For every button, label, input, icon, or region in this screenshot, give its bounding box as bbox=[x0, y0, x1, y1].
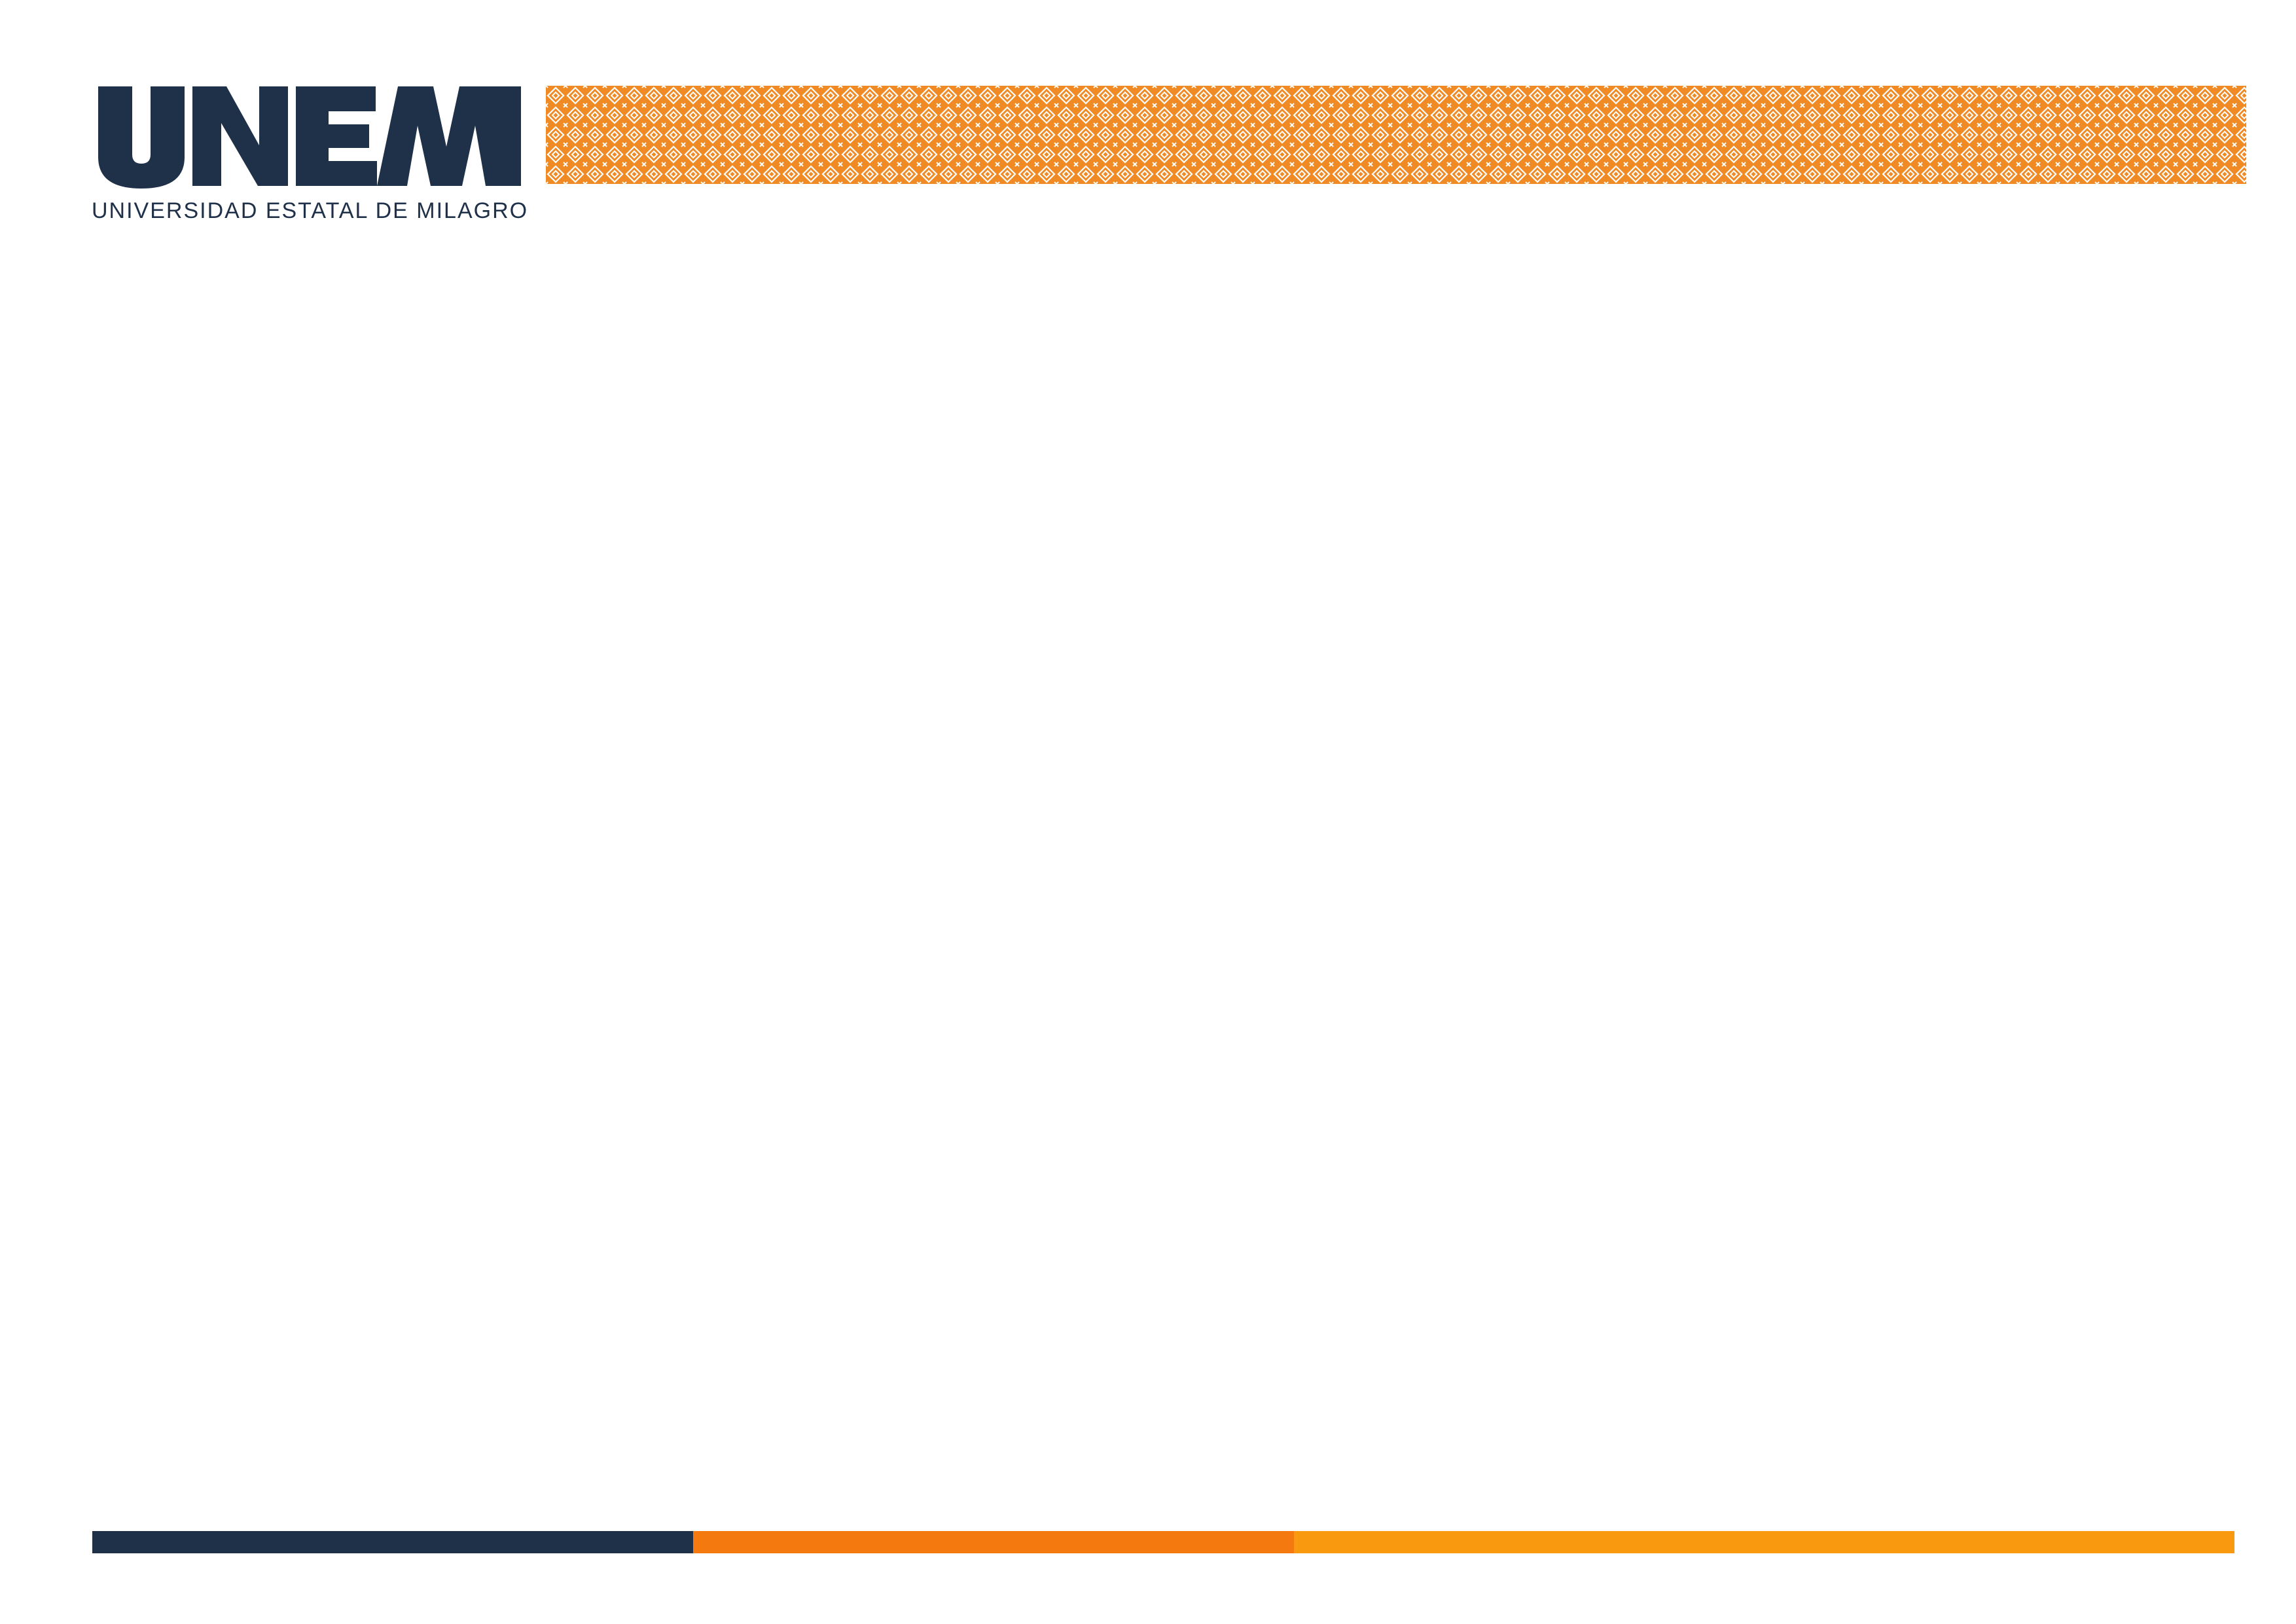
footer-color-bar bbox=[92, 1531, 2234, 1553]
logo-subtitle: UNIVERSIDAD ESTATAL DE MILAGRO bbox=[92, 198, 529, 223]
footer-bar-orange-segment bbox=[693, 1531, 1294, 1553]
orange-diamond-pattern bbox=[546, 86, 2246, 184]
footer-bar-amber-segment bbox=[1294, 1531, 2234, 1553]
footer-bar-navy-segment bbox=[92, 1531, 693, 1553]
unemi-logo: UNIVERSIDAD ESTATAL DE MILAGRO bbox=[92, 84, 529, 225]
logo-wordmark bbox=[98, 86, 521, 189]
